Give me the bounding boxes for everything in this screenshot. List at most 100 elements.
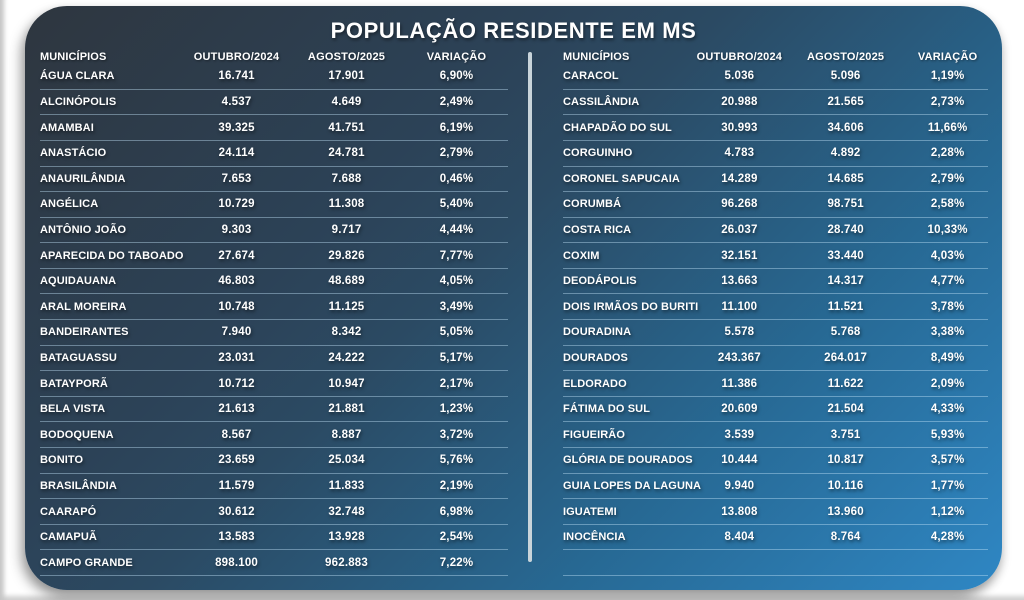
agosto-2025-value: 10.947 [328, 377, 365, 390]
municipality-cell: CARACOL [563, 70, 619, 83]
variacao-value: 11,66% [927, 121, 968, 134]
agosto-2025-value: 5.768 [830, 326, 861, 339]
agosto-2025-value: 21.504 [827, 403, 864, 416]
agosto-2025-value: 11.833 [328, 479, 365, 492]
variacao-value: 4,77% [930, 275, 965, 288]
variacao-value: 1,19% [930, 70, 965, 83]
outubro-2024-value: 3.539 [724, 428, 755, 441]
tables-container: MUNICÍPIOS OUTUBRO/2024 AGOSTO/2025 VARI… [25, 44, 1002, 576]
table-row: CARACOL 5.036 5.096 1,19% [563, 64, 988, 90]
variacao-value: 4,33% [930, 403, 965, 416]
table-right: MUNICÍPIOS OUTUBRO/2024 AGOSTO/2025 VARI… [563, 50, 988, 576]
municipality-cell: ÁGUA CLARA [40, 70, 115, 83]
outubro-2024-value: 20.988 [721, 96, 758, 109]
agosto-2025-value: 10.116 [827, 479, 864, 492]
col-header-agosto-2025: AGOSTO/2025 [307, 51, 386, 64]
agosto-2025-value: 17.901 [328, 70, 365, 83]
variacao-value: 5,76% [439, 454, 474, 467]
municipality-cell: ANGÉLICA [40, 198, 99, 211]
agosto-2025-value: 24.781 [328, 147, 365, 160]
municipality-cell: BONITO [40, 454, 84, 467]
variacao-value: 3,78% [930, 300, 965, 313]
municipality-cell: DOURADOS [563, 351, 628, 364]
variacao-value: 0,46% [439, 172, 474, 185]
agosto-2025-value: 8.764 [830, 531, 861, 544]
municipality-cell: CAMAPUÃ [40, 531, 97, 544]
variacao-value: 5,93% [930, 428, 965, 441]
table-row: ELDORADO 11.386 11.622 2,09% [563, 371, 988, 397]
municipality-cell: CORUMBÁ [563, 198, 622, 211]
municipality-cell: DOIS IRMÃOS DO BURITI [563, 300, 699, 313]
outubro-2024-value: 243.367 [717, 351, 761, 364]
outubro-2024-value: 8.567 [221, 428, 252, 441]
municipality-cell: BODOQUENA [40, 428, 114, 441]
municipality-cell: FIGUEIRÃO [563, 428, 626, 441]
outubro-2024-value: 7.940 [221, 326, 252, 339]
agosto-2025-value: 4.892 [830, 147, 861, 160]
page-title: POPULAÇÃO RESIDENTE EM MS [330, 18, 697, 43]
table-row: DEODÁPOLIS 13.663 14.317 4,77% [563, 269, 988, 295]
municipality-cell: ELDORADO [563, 377, 627, 390]
table-row: AMAMBAI 39.325 41.751 6,19% [40, 115, 508, 141]
municipality-cell: COSTA RICA [563, 223, 632, 236]
municipality-cell: APARECIDA DO TABOADO [40, 249, 184, 262]
variacao-value: 2,79% [930, 172, 965, 185]
outubro-2024-value: 20.609 [721, 403, 758, 416]
variacao-value: 8,49% [930, 351, 965, 364]
variacao-value: 5,40% [439, 198, 474, 211]
outubro-2024-value: 23.659 [218, 454, 255, 467]
outubro-2024-value: 10.748 [218, 300, 255, 313]
agosto-2025-value: 8.342 [331, 326, 362, 339]
col-header-variacao: VARIAÇÃO [917, 51, 978, 64]
table-row: ALCINÓPOLIS 4.537 4.649 2,49% [40, 90, 508, 116]
municipality-cell: ARAL MOREIRA [40, 300, 127, 313]
table-left: MUNICÍPIOS OUTUBRO/2024 AGOSTO/2025 VARI… [40, 50, 508, 576]
municipality-cell: FÁTIMA DO SUL [563, 403, 651, 416]
municipality-cell: ANTÔNIO JOÃO [40, 223, 127, 236]
outubro-2024-value: 96.268 [721, 198, 758, 211]
outubro-2024-value: 11.100 [721, 300, 758, 313]
agosto-2025-value: 34.606 [827, 121, 864, 134]
table-row: DOURADINA 5.578 5.768 3,38% [563, 320, 988, 346]
outubro-2024-value: 10.729 [218, 198, 255, 211]
agosto-2025-value: 4.649 [331, 96, 362, 109]
agosto-2025-value: 8.887 [331, 428, 362, 441]
table-row: FIGUEIRÃO 3.539 3.751 5,93% [563, 422, 988, 449]
variacao-value: 10,33% [927, 223, 968, 236]
variacao-value: 2,49% [439, 96, 474, 109]
municipality-cell: ANASTÁCIO [40, 147, 107, 160]
municipality-cell: CHAPADÃO DO SUL [563, 121, 672, 134]
table-row: BODOQUENA 8.567 8.887 3,72% [40, 422, 508, 449]
municipality-cell: AQUIDAUANA [40, 275, 117, 288]
outubro-2024-value: 11.386 [721, 377, 758, 390]
outubro-2024-value: 4.783 [724, 147, 755, 160]
agosto-2025-value: 29.826 [328, 249, 365, 262]
table-row: ANTÔNIO JOÃO 9.303 9.717 4,44% [40, 218, 508, 244]
agosto-2025-value: 21.565 [827, 96, 864, 109]
col-header-outubro-2024: OUTUBRO/2024 [696, 51, 783, 64]
table-row: BATAGUASSU 23.031 24.222 5,17% [40, 346, 508, 372]
outubro-2024-value: 14.289 [721, 172, 758, 185]
variacao-value: 7,22% [439, 556, 474, 569]
table-row: INOCÊNCIA 8.404 8.764 4,28% [563, 525, 988, 551]
variacao-value: 5,17% [439, 351, 474, 364]
table-right-body: CARACOL 5.036 5.096 1,19% CASSILÂNDIA 20.988 2… [563, 64, 988, 576]
outubro-2024-value: 5.578 [724, 326, 755, 339]
table-row: COSTA RICA 26.037 28.740 10,33% [563, 218, 988, 244]
table-row: ANGÉLICA 10.729 11.308 5,40% [40, 192, 508, 218]
variacao-value: 1,77% [930, 479, 965, 492]
table-row: CORONEL SAPUCAIA 14.289 14.685 2,79% [563, 167, 988, 193]
table-row: DOIS IRMÃOS DO BURITI 11.100 11.521 3,78% [563, 294, 988, 321]
variacao-value: 2,09% [930, 377, 965, 390]
outubro-2024-value: 10.712 [218, 377, 255, 390]
variacao-value: 4,44% [439, 223, 474, 236]
municipality-cell: DOURADINA [563, 326, 632, 339]
agosto-2025-value: 13.928 [328, 531, 365, 544]
municipality-cell: CAARAPÓ [40, 505, 97, 518]
variacao-value: 2,73% [930, 96, 965, 109]
table-row: CHAPADÃO DO SUL 30.993 34.606 11,66% [563, 115, 988, 141]
outubro-2024-value: 8.404 [724, 531, 755, 544]
table-row: BRASILÂNDIA 11.579 11.833 2,19% [40, 474, 508, 500]
municipality-cell: GUIA LOPES DA LAGUNA [563, 479, 702, 492]
